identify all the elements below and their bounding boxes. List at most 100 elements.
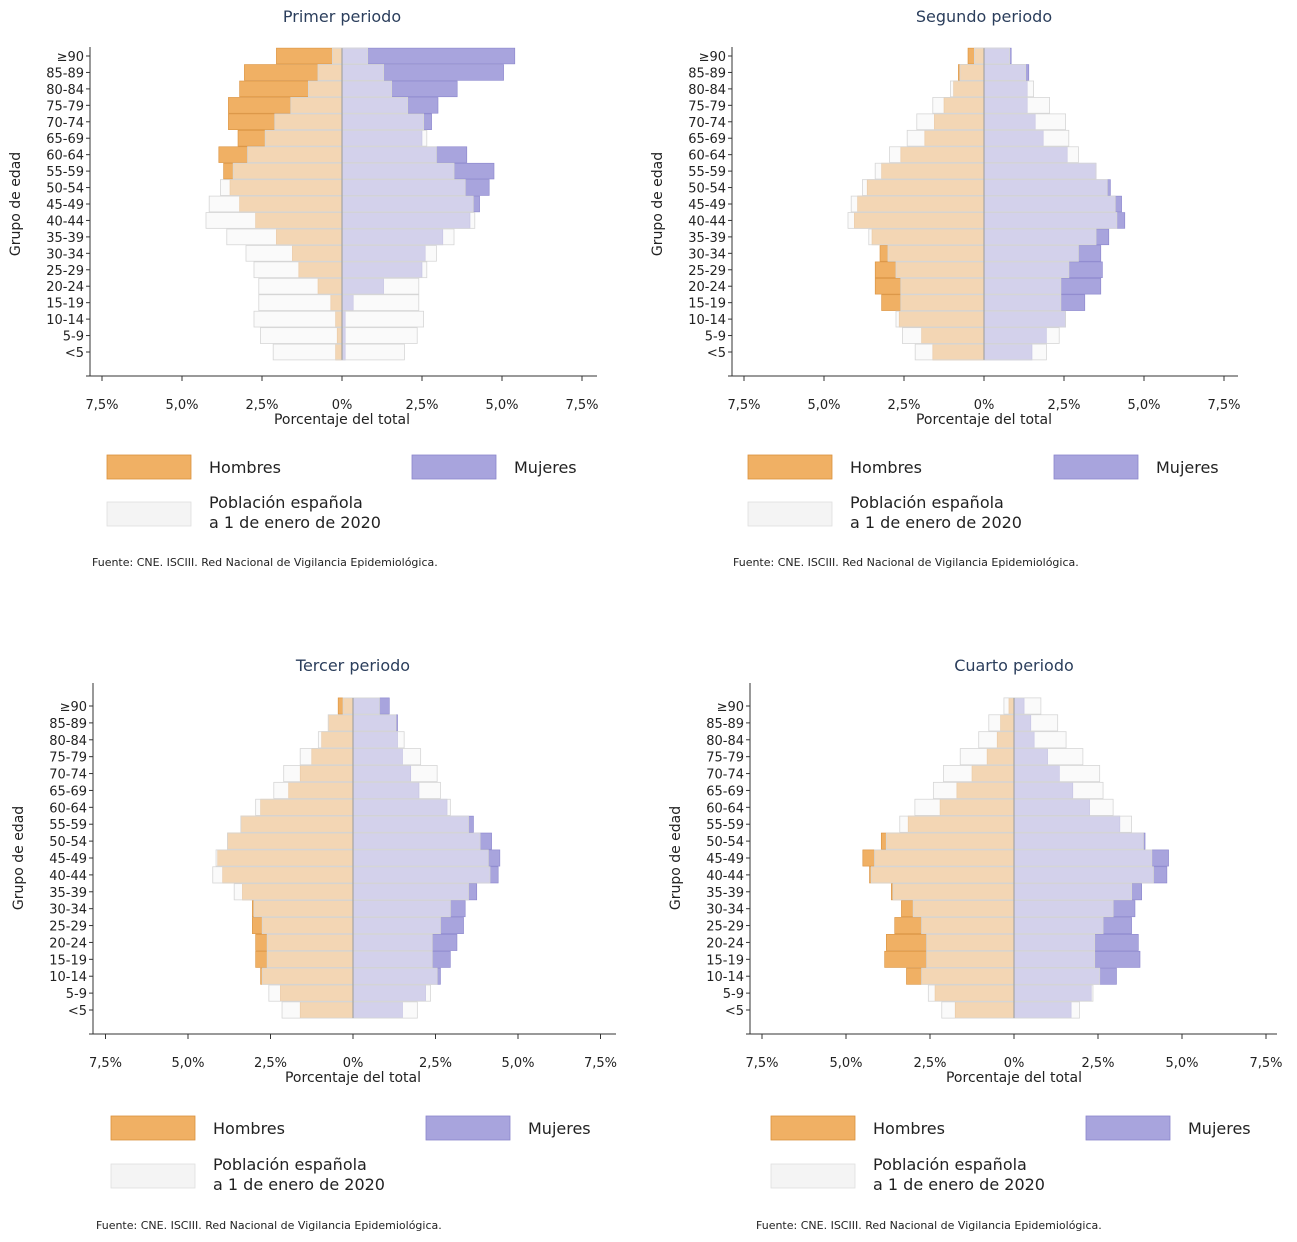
- bar-poblacion-mujeres: [341, 310, 424, 328]
- bar-poblacion-mujeres: [983, 245, 1079, 262]
- bar-poblacion-hombres: [233, 883, 354, 901]
- x-tick-label: 5,0%: [501, 1056, 534, 1071]
- chart-title: Tercer periodo: [295, 656, 410, 675]
- bar-poblacion-hombres: [226, 228, 343, 246]
- y-tick-label: 80-84: [49, 734, 87, 749]
- bar-poblacion-hombres: [988, 714, 1015, 732]
- source-note: Fuente: CNE. ISCIII. Red Nacional de Vig…: [756, 1219, 1102, 1232]
- y-tick-label: 55-59: [49, 818, 87, 833]
- y-tick-label: ≥90: [60, 700, 87, 715]
- y-tick-label: 80-84: [46, 83, 84, 98]
- y-tick-label: <5: [68, 1004, 87, 1019]
- x-tick-label: 2,5%: [405, 398, 438, 413]
- bar-poblacion-mujeres: [341, 80, 392, 98]
- bar-poblacion-hombres: [240, 815, 354, 833]
- bar-poblacion-mujeres: [352, 950, 433, 968]
- bar-poblacion-hombres: [932, 781, 1015, 799]
- y-tick-label: 15-19: [688, 297, 726, 312]
- bar-poblacion-mujeres: [341, 113, 424, 131]
- bar-poblacion-mujeres: [341, 195, 474, 213]
- x-tick-label: 5,0%: [1127, 398, 1160, 413]
- bar-poblacion-hombres: [943, 765, 1015, 783]
- y-tick-label: 65-69: [688, 132, 726, 147]
- y-tick-label: 35-39: [46, 231, 84, 246]
- bar-poblacion-hombres: [921, 967, 1015, 985]
- legend-label-poblacion: Población española a 1 de enero de 2020: [213, 1155, 385, 1194]
- y-tick-label: 75-79: [49, 751, 87, 766]
- chart-title: Segundo periodo: [916, 7, 1052, 26]
- legend-label-hombres: Hombres: [213, 1119, 285, 1138]
- bar-poblacion-mujeres: [352, 731, 405, 749]
- x-axis-label: Porcentaje del total: [274, 412, 410, 428]
- y-tick-label: 55-59: [46, 165, 84, 180]
- bar-poblacion-mujeres: [1013, 984, 1094, 1002]
- x-tick-label: 7,5%: [1207, 398, 1240, 413]
- bar-poblacion-hombres: [264, 129, 343, 147]
- y-tick-label: 15-19: [706, 953, 744, 968]
- legend-swatch-mujeres: [1085, 1115, 1171, 1141]
- bar-poblacion-mujeres: [352, 714, 397, 732]
- y-tick-label: 10-14: [706, 970, 744, 985]
- y-tick-label: 35-39: [706, 886, 744, 901]
- bar-poblacion-hombres: [215, 849, 354, 867]
- bar-poblacion-mujeres: [983, 195, 1116, 213]
- legend-label-mujeres: Mujeres: [1188, 1119, 1251, 1138]
- y-tick-label: 45-49: [688, 198, 726, 213]
- bar-poblacion-mujeres: [983, 97, 1050, 114]
- bar-poblacion-mujeres: [1013, 849, 1153, 867]
- bar-poblacion-mujeres: [341, 146, 437, 163]
- bar-poblacion-mujeres: [983, 47, 1011, 65]
- x-tick-label: 5,0%: [1165, 1056, 1198, 1071]
- bar-poblacion-hombres: [900, 277, 985, 295]
- bar-poblacion-mujeres: [1013, 832, 1144, 850]
- y-tick-label: 70-74: [46, 116, 84, 131]
- y-tick-label: 25-29: [49, 920, 87, 935]
- y-tick-label: 20-24: [688, 280, 726, 295]
- x-tick-label: 5,0%: [171, 1056, 204, 1071]
- bar-poblacion-mujeres: [352, 984, 431, 1002]
- bar-poblacion-hombres: [290, 97, 343, 114]
- bar-poblacion-hombres: [959, 64, 985, 81]
- bar-poblacion-hombres: [299, 748, 354, 766]
- bar-poblacion-hombres: [281, 1001, 354, 1019]
- bar-poblacion-mujeres: [1013, 765, 1101, 783]
- legend-label-poblacion: Población española a 1 de enero de 2020: [850, 493, 1022, 532]
- bar-poblacion-mujeres: [341, 64, 384, 81]
- legend-swatch-mujeres: [411, 454, 497, 480]
- bar-poblacion-mujeres: [341, 294, 420, 311]
- y-tick-label: 60-64: [706, 801, 744, 816]
- y-tick-label: 20-24: [49, 936, 87, 951]
- chart-title: Cuarto periodo: [954, 656, 1074, 675]
- bar-poblacion-mujeres: [983, 277, 1062, 295]
- bar-poblacion-hombres: [227, 832, 354, 850]
- y-tick-label: 30-34: [688, 247, 726, 262]
- bar-poblacion-hombres: [272, 343, 343, 361]
- x-tick-label: 7,5%: [745, 1056, 778, 1071]
- bar-poblacion-hombres: [895, 310, 985, 328]
- bar-poblacion-hombres: [258, 277, 343, 295]
- x-axis-label: Porcentaje del total: [285, 1070, 421, 1086]
- y-tick-label: 40-44: [46, 214, 84, 229]
- legend-label-hombres: Hombres: [873, 1119, 945, 1138]
- x-tick-label: 0%: [332, 398, 353, 413]
- bar-poblacion-hombres: [906, 129, 985, 147]
- x-tick-label: 7,5%: [584, 1056, 617, 1071]
- bar-poblacion-mujeres: [983, 80, 1034, 98]
- bar-poblacion-mujeres: [1013, 815, 1132, 833]
- x-axis-label: Porcentaje del total: [916, 412, 1052, 428]
- bar-poblacion-hombres: [258, 294, 343, 311]
- bar-poblacion-hombres: [926, 950, 1015, 968]
- bar-poblacion-mujeres: [341, 162, 455, 180]
- y-tick-label: 45-49: [706, 852, 744, 867]
- y-tick-label: 45-49: [46, 198, 84, 213]
- y-tick-label: <5: [707, 346, 726, 361]
- y-tick-label: 35-39: [688, 231, 726, 246]
- y-tick-label: 50-54: [49, 835, 87, 850]
- bar-poblacion-hombres: [862, 179, 985, 196]
- bar-poblacion-hombres: [900, 294, 985, 311]
- x-tick-label: 7,5%: [1249, 1056, 1282, 1071]
- y-axis-label: Grupo de edad: [8, 152, 24, 256]
- bar-poblacion-mujeres: [983, 294, 1062, 311]
